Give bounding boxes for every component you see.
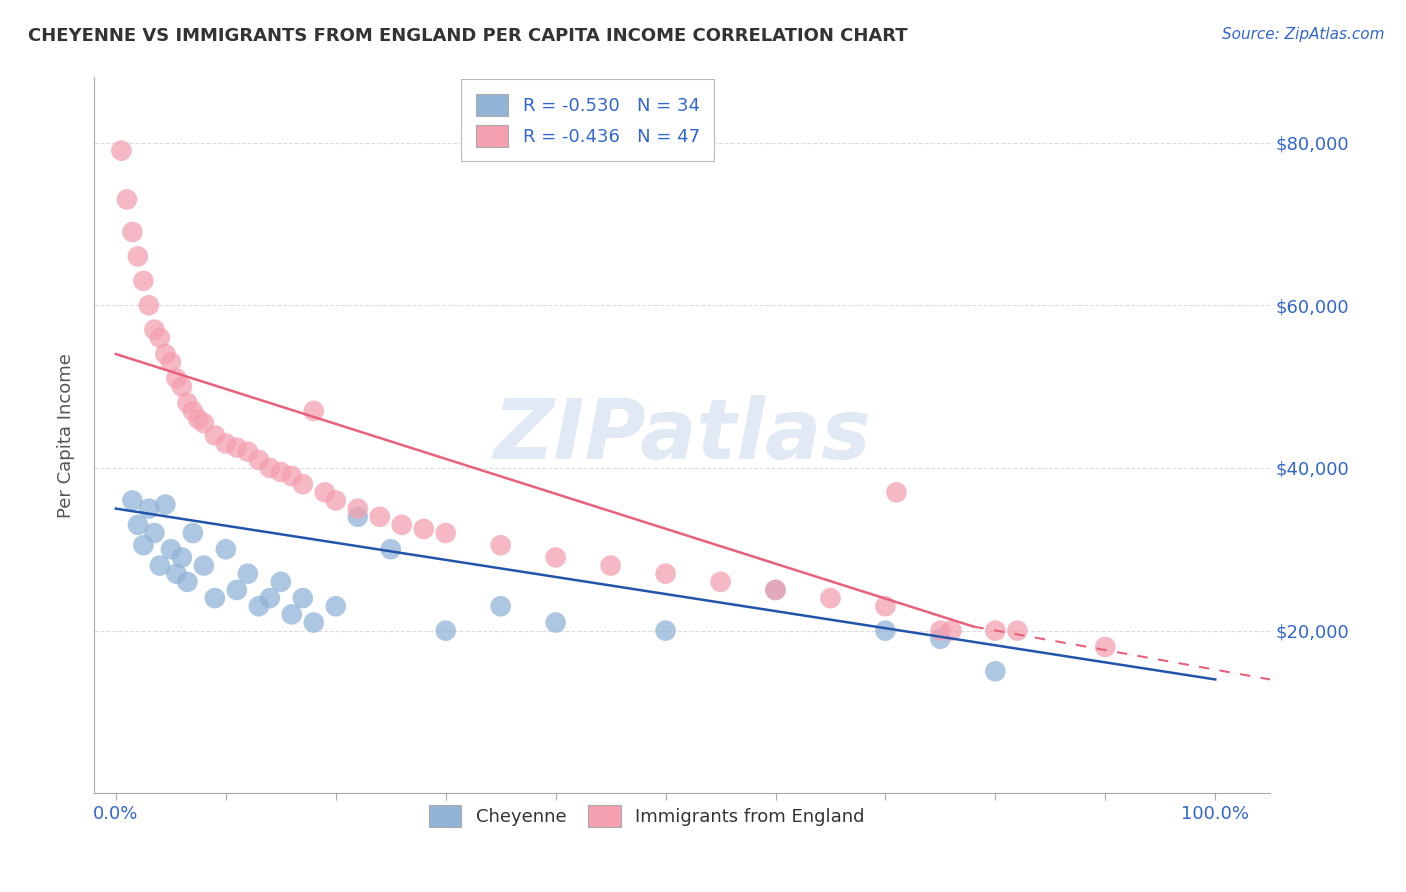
Point	[138, 298, 160, 312]
Point	[875, 599, 897, 614]
Point	[170, 550, 193, 565]
Point	[302, 404, 325, 418]
Point	[193, 558, 215, 573]
Text: Source: ZipAtlas.com: Source: ZipAtlas.com	[1222, 27, 1385, 42]
Point	[270, 574, 292, 589]
Point	[187, 412, 209, 426]
Point	[380, 542, 402, 557]
Point	[314, 485, 336, 500]
Point	[143, 323, 166, 337]
Point	[121, 493, 143, 508]
Point	[346, 509, 368, 524]
Point	[160, 355, 183, 369]
Point	[489, 599, 512, 614]
Point	[368, 509, 391, 524]
Point	[176, 396, 198, 410]
Point	[149, 558, 172, 573]
Point	[204, 591, 226, 606]
Point	[820, 591, 842, 606]
Point	[181, 404, 204, 418]
Point	[138, 501, 160, 516]
Text: CHEYENNE VS IMMIGRANTS FROM ENGLAND PER CAPITA INCOME CORRELATION CHART: CHEYENNE VS IMMIGRANTS FROM ENGLAND PER …	[28, 27, 908, 45]
Point	[886, 485, 908, 500]
Point	[709, 574, 731, 589]
Point	[121, 225, 143, 239]
Point	[489, 538, 512, 552]
Point	[170, 379, 193, 393]
Point	[160, 542, 183, 557]
Point	[225, 582, 247, 597]
Point	[132, 538, 155, 552]
Point	[984, 665, 1007, 679]
Point	[929, 624, 952, 638]
Legend: Cheyenne, Immigrants from England: Cheyenne, Immigrants from England	[422, 798, 872, 834]
Point	[984, 624, 1007, 638]
Point	[176, 574, 198, 589]
Point	[193, 416, 215, 430]
Point	[291, 477, 314, 491]
Point	[115, 193, 138, 207]
Point	[165, 371, 187, 385]
Point	[544, 550, 567, 565]
Point	[544, 615, 567, 630]
Point	[132, 274, 155, 288]
Point	[247, 452, 270, 467]
Point	[155, 498, 177, 512]
Point	[259, 461, 281, 475]
Point	[127, 249, 149, 263]
Point	[270, 465, 292, 479]
Point	[434, 624, 457, 638]
Point	[149, 331, 172, 345]
Point	[165, 566, 187, 581]
Point	[434, 526, 457, 541]
Text: ZIPatlas: ZIPatlas	[494, 395, 870, 476]
Point	[215, 542, 238, 557]
Point	[765, 582, 787, 597]
Point	[302, 615, 325, 630]
Point	[1007, 624, 1029, 638]
Point	[1094, 640, 1116, 654]
Point	[155, 347, 177, 361]
Point	[127, 517, 149, 532]
Point	[346, 501, 368, 516]
Point	[247, 599, 270, 614]
Point	[654, 566, 676, 581]
Point	[236, 444, 259, 458]
Point	[291, 591, 314, 606]
Point	[143, 526, 166, 541]
Point	[875, 624, 897, 638]
Point	[225, 441, 247, 455]
Point	[325, 493, 347, 508]
Point	[654, 624, 676, 638]
Point	[259, 591, 281, 606]
Point	[941, 624, 963, 638]
Point	[391, 517, 413, 532]
Point	[325, 599, 347, 614]
Point	[204, 428, 226, 442]
Point	[281, 469, 304, 483]
Point	[929, 632, 952, 646]
Point	[412, 522, 434, 536]
Point	[599, 558, 621, 573]
Point	[765, 582, 787, 597]
Point	[281, 607, 304, 622]
Point	[110, 144, 132, 158]
Point	[236, 566, 259, 581]
Point	[215, 436, 238, 450]
Point	[181, 526, 204, 541]
Y-axis label: Per Capita Income: Per Capita Income	[58, 353, 75, 518]
